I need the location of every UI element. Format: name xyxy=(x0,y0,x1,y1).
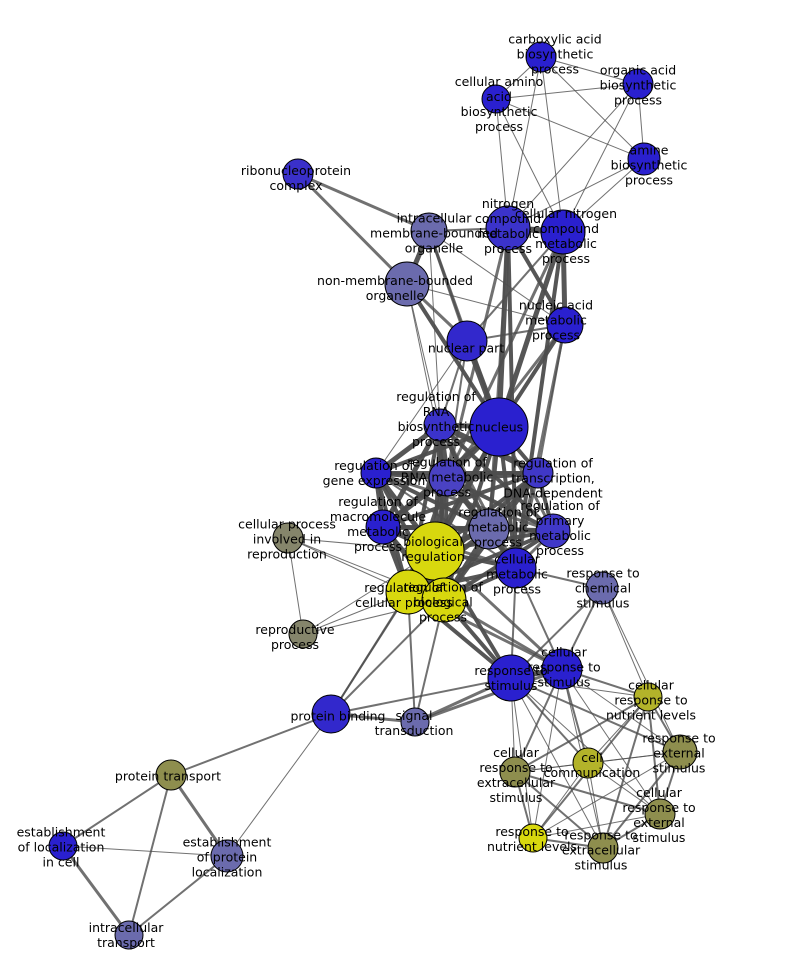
graph-edge xyxy=(406,283,566,326)
graph-node[interactable] xyxy=(546,306,584,344)
graph-edge xyxy=(601,587,649,698)
graph-node[interactable] xyxy=(541,648,583,690)
graph-edge xyxy=(537,324,566,474)
graph-edge xyxy=(514,696,649,773)
graph-node[interactable] xyxy=(410,212,448,250)
graph-node[interactable] xyxy=(587,832,619,864)
graph-edge xyxy=(514,771,604,849)
graph-node[interactable] xyxy=(210,839,244,873)
graph-node[interactable] xyxy=(495,547,537,589)
graph-edge xyxy=(296,172,409,286)
graph-edge xyxy=(438,423,518,570)
graph-edge xyxy=(540,56,645,160)
graph-edge xyxy=(602,751,681,849)
graph-node[interactable] xyxy=(485,205,531,251)
graph-edge xyxy=(495,83,639,100)
graph-node[interactable] xyxy=(487,654,535,702)
graph-node[interactable] xyxy=(518,823,548,853)
graph-edge xyxy=(507,83,639,229)
graph-edge xyxy=(330,599,445,715)
graph-edge xyxy=(226,713,332,857)
graph-edge xyxy=(510,677,661,815)
graph-edge xyxy=(602,696,649,849)
graph-node[interactable] xyxy=(288,619,318,649)
graph-edge xyxy=(601,587,681,753)
graph-edge xyxy=(540,56,639,85)
graph-node[interactable] xyxy=(155,759,187,791)
graph-edge xyxy=(62,774,172,847)
graph-edge xyxy=(61,844,131,937)
graph-node[interactable] xyxy=(633,682,663,712)
graph-node[interactable] xyxy=(622,68,654,100)
graph-edge xyxy=(170,713,332,776)
graph-edge xyxy=(540,56,564,233)
graph-edge xyxy=(532,813,661,839)
node-layer xyxy=(48,41,698,950)
graph-edge xyxy=(514,771,661,815)
graph-node[interactable] xyxy=(572,747,604,779)
graph-edge xyxy=(428,230,566,326)
graph-edge xyxy=(442,598,564,671)
graph-edge xyxy=(296,172,431,233)
graph-edge xyxy=(128,774,172,936)
graph-node[interactable] xyxy=(644,798,676,830)
graph-edge xyxy=(507,158,645,229)
graph-edge xyxy=(330,677,512,715)
graph-node[interactable] xyxy=(499,756,531,788)
graph-node[interactable] xyxy=(423,408,457,442)
graph-edge xyxy=(374,471,555,533)
graph-edge xyxy=(507,56,542,229)
graph-edge xyxy=(510,677,604,849)
graph-node[interactable] xyxy=(522,457,554,489)
graph-edge xyxy=(287,537,304,635)
graph-node[interactable] xyxy=(311,694,351,734)
graph-edge xyxy=(375,340,468,474)
graph-edge xyxy=(128,855,228,936)
graph-node[interactable] xyxy=(585,571,619,605)
graph-node[interactable] xyxy=(384,261,430,307)
graph-node[interactable] xyxy=(468,508,510,550)
graph-node[interactable] xyxy=(481,84,511,114)
graph-node[interactable] xyxy=(272,522,304,554)
graph-edge xyxy=(374,471,491,531)
graph-node[interactable] xyxy=(446,320,488,362)
graph-node[interactable] xyxy=(662,734,698,770)
graph-edge xyxy=(406,283,441,426)
graph-edge xyxy=(532,751,681,839)
graph-node[interactable] xyxy=(365,509,401,545)
graph-node[interactable] xyxy=(428,459,466,497)
graph-edge xyxy=(446,340,468,479)
graph-node[interactable] xyxy=(421,577,467,623)
graph-edge xyxy=(413,667,564,724)
graph-node[interactable] xyxy=(282,158,314,190)
graph-node[interactable] xyxy=(627,142,661,176)
graph-edge xyxy=(562,83,639,233)
graph-node[interactable] xyxy=(525,41,557,73)
graph-edge xyxy=(466,231,564,342)
graph-edge xyxy=(514,230,565,570)
edge-layer xyxy=(61,56,681,937)
graph-edge xyxy=(561,668,681,753)
graph-node[interactable] xyxy=(48,831,78,861)
graph-edge xyxy=(495,98,564,233)
graph-node[interactable] xyxy=(400,707,430,737)
graph-edge xyxy=(532,762,589,839)
graph-edge xyxy=(445,476,555,533)
graph-node[interactable] xyxy=(469,397,529,457)
graph-node[interactable] xyxy=(540,209,586,255)
graph-node[interactable] xyxy=(360,457,392,489)
graph-edge xyxy=(495,98,645,160)
graph-edge xyxy=(62,845,228,857)
graph-node[interactable] xyxy=(114,920,144,950)
graph-node[interactable] xyxy=(535,513,571,549)
graph-edge xyxy=(375,472,517,569)
